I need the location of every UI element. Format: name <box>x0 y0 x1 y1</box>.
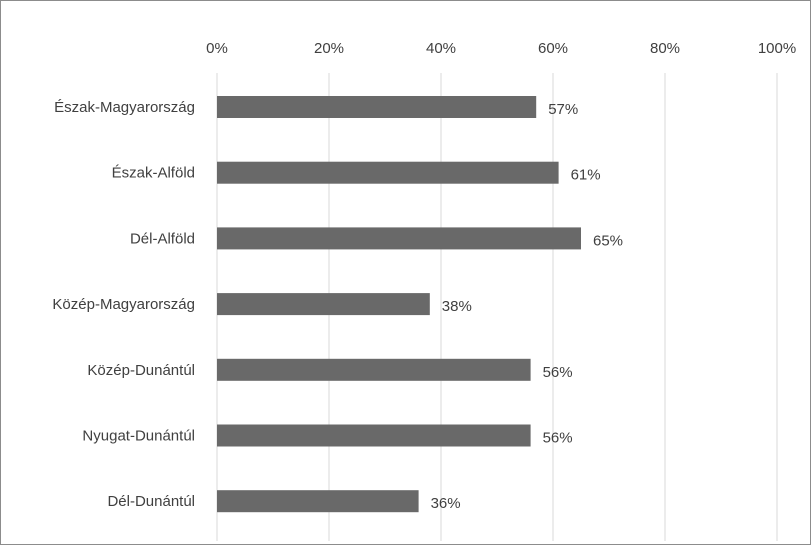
bar <box>217 293 430 316</box>
data-label: 57% <box>548 101 578 118</box>
data-label: 56% <box>543 430 573 447</box>
bar <box>217 358 531 381</box>
category-label: Dél-Dunántúl <box>107 493 195 510</box>
bar <box>217 424 531 447</box>
category-label: Közép-Dunántúl <box>87 362 195 379</box>
bar <box>217 161 559 184</box>
bar <box>217 227 581 250</box>
bar <box>217 96 537 118</box>
x-tick-label: 0% <box>206 40 228 57</box>
category-label: Nyugat-Dunántúl <box>82 428 195 445</box>
x-tick-label: 100% <box>758 40 796 57</box>
bar <box>217 490 419 513</box>
category-label: Dél-Alföld <box>130 230 195 247</box>
data-label: 36% <box>431 495 461 512</box>
category-label: Észak-Alföld <box>112 165 195 182</box>
x-tick-label: 80% <box>650 40 680 57</box>
x-tick-label: 60% <box>538 40 568 57</box>
data-label: 56% <box>543 364 573 381</box>
data-label: 61% <box>571 167 601 184</box>
x-tick-label: 20% <box>314 40 344 57</box>
data-label: 38% <box>442 298 472 315</box>
category-label: Észak-Magyarország <box>54 99 195 116</box>
data-label: 65% <box>593 232 623 249</box>
category-label: Közép-Magyarország <box>52 296 195 313</box>
x-tick-label: 40% <box>426 40 456 57</box>
